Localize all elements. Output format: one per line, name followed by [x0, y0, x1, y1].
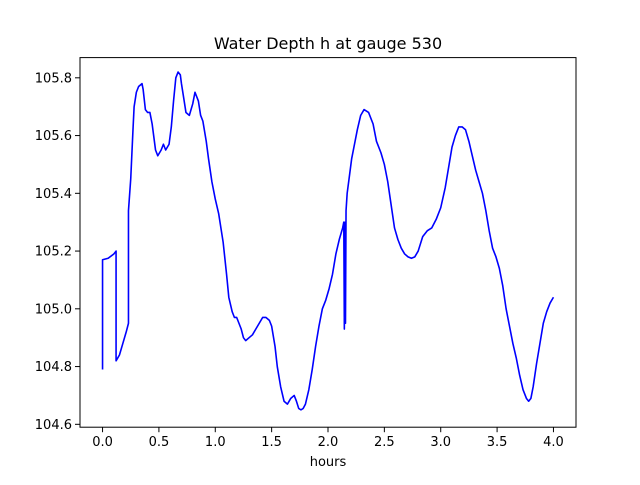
series-lines: [101, 71, 555, 411]
y-tick-label: 105.6: [35, 129, 72, 144]
plot-frame: [79, 57, 577, 428]
y-tick-label: 104.8: [35, 360, 72, 375]
y-tick-label: 105.4: [35, 187, 72, 202]
x-tick-label: 2.0: [318, 435, 339, 450]
x-tick-label: 0.5: [149, 435, 170, 450]
x-tick-label: 3.5: [487, 435, 508, 450]
x-axis-label: hours: [310, 455, 347, 470]
plot-area: [80, 57, 576, 428]
x-tick-label: 2.5: [374, 435, 395, 450]
y-tick-label: 104.6: [35, 418, 72, 433]
x-tick-label: 1.5: [261, 435, 282, 450]
y-tick-label: 105.0: [35, 302, 72, 317]
x-tick-label: 3.0: [430, 435, 451, 450]
y-axis-ticks: 104.6 104.8 105.0 105.2 105.4 105.6 105.8: [35, 71, 80, 433]
x-tick-label: 0.0: [92, 435, 113, 450]
series-line: [101, 71, 555, 411]
y-tick-label: 105.2: [35, 245, 72, 260]
x-axis-ticks: 0.0 0.5 1.0 1.5 2.0 2.5 3.0 3.5 4.0: [92, 427, 564, 450]
x-tick-label: 4.0: [543, 435, 564, 450]
chart-title: Water Depth h at gauge 530: [214, 34, 442, 53]
x-tick-label: 1.0: [205, 435, 226, 450]
y-tick-label: 105.8: [35, 71, 72, 86]
